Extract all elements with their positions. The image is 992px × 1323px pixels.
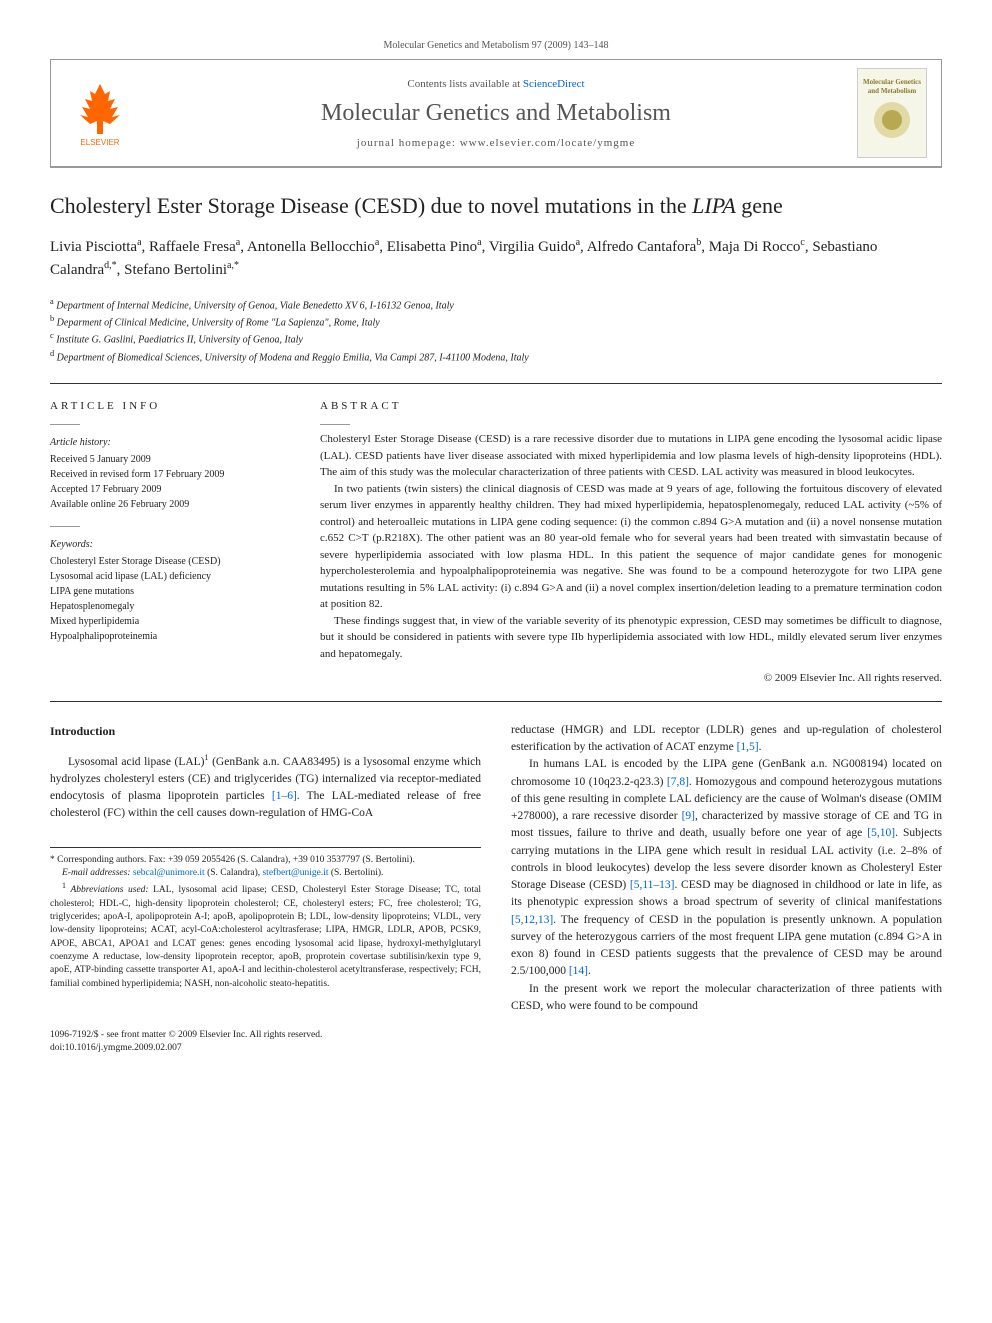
email-link[interactable]: sebcal@unimore.it xyxy=(133,868,205,878)
footnotes: * Corresponding authors. Fax: +39 059 20… xyxy=(50,847,481,991)
journal-homepage: journal homepage: www.elsevier.com/locat… xyxy=(135,137,857,149)
keyword-item: Mixed hyperlipidemia xyxy=(50,614,290,629)
ref-link[interactable]: [7,8] xyxy=(667,776,689,788)
intro-heading: Introduction xyxy=(50,722,481,740)
keyword-item: Hepatosplenomegaly xyxy=(50,599,290,614)
contents-available: Contents lists available at ScienceDirec… xyxy=(135,78,857,90)
svg-text:ELSEVIER: ELSEVIER xyxy=(80,138,119,147)
history-item: Available online 26 February 2009 xyxy=(50,497,290,512)
email-link[interactable]: stefbert@unige.it xyxy=(262,868,328,878)
ref-link[interactable]: [1,5] xyxy=(737,741,759,753)
keyword-item: Hypoalphalipoproteinemia xyxy=(50,629,290,644)
journal-header: ELSEVIER Contents lists available at Sci… xyxy=(50,59,942,168)
keyword-item: Cholesteryl Ester Storage Disease (CESD) xyxy=(50,554,290,569)
body-paragraph: reductase (HMGR) and LDL receptor (LDLR)… xyxy=(511,722,942,757)
citation-line: Molecular Genetics and Metabolism 97 (20… xyxy=(50,40,942,51)
ref-link[interactable]: [5,10] xyxy=(867,827,895,839)
body-paragraph: In humans LAL is encoded by the LIPA gen… xyxy=(511,756,942,980)
abstract: ABSTRACT Cholesteryl Ester Storage Disea… xyxy=(320,398,942,687)
author-list: Livia Pisciottaa, Raffaele Fresaa, Anton… xyxy=(50,235,942,282)
ref-link[interactable]: [1–6] xyxy=(272,790,297,802)
sciencedirect-link[interactable]: ScienceDirect xyxy=(523,78,585,90)
article-title: Cholesteryl Ester Storage Disease (CESD)… xyxy=(50,192,942,221)
history-item: Received 5 January 2009 xyxy=(50,452,290,467)
ref-link[interactable]: [9] xyxy=(682,810,695,822)
left-column: Introduction Lysosomal acid lipase (LAL)… xyxy=(50,722,481,1015)
article-info: ARTICLE INFO Article history: Received 5… xyxy=(50,398,290,687)
keyword-item: Lysosomal acid lipase (LAL) deficiency xyxy=(50,569,290,584)
journal-cover-thumbnail: Molecular Genetics and Metabolism xyxy=(857,68,927,158)
intro-paragraph: Lysosomal acid lipase (LAL)1 (GenBank a.… xyxy=(50,752,481,823)
article-body: Introduction Lysosomal acid lipase (LAL)… xyxy=(50,722,942,1015)
page-footer: 1096-7192/$ - see front matter © 2009 El… xyxy=(50,1029,942,1056)
affiliations: a Department of Internal Medicine, Unive… xyxy=(50,296,942,365)
ref-link[interactable]: [5,12,13] xyxy=(511,914,553,926)
history-item: Received in revised form 17 February 200… xyxy=(50,467,290,482)
ref-link[interactable]: [14] xyxy=(569,965,588,977)
abstract-copyright: © 2009 Elsevier Inc. All rights reserved… xyxy=(320,670,942,687)
journal-title: Molecular Genetics and Metabolism xyxy=(135,100,857,127)
elsevier-logo: ELSEVIER xyxy=(65,78,135,148)
right-column: reductase (HMGR) and LDL receptor (LDLR)… xyxy=(511,722,942,1015)
history-item: Accepted 17 February 2009 xyxy=(50,482,290,497)
info-abstract-block: ARTICLE INFO Article history: Received 5… xyxy=(50,383,942,702)
ref-link[interactable]: [5,11–13] xyxy=(630,879,675,891)
keyword-item: LIPA gene mutations xyxy=(50,584,290,599)
body-paragraph: In the present work we report the molecu… xyxy=(511,981,942,1016)
